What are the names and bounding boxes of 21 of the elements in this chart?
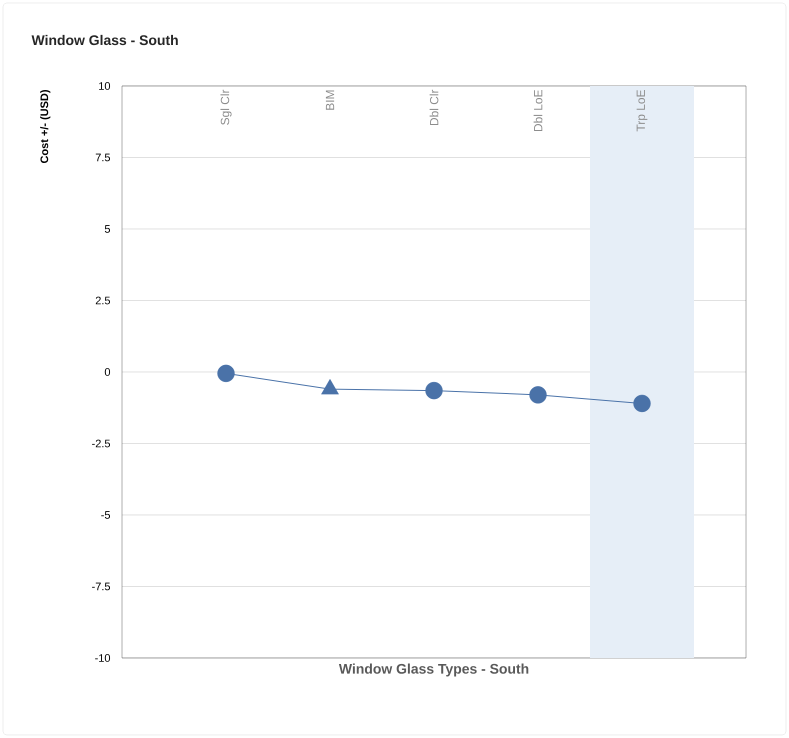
x-tick-label: BIM	[326, 90, 334, 110]
x-tick-label: Dbl Clr	[430, 90, 438, 126]
point	[529, 386, 547, 404]
x-tick-label: Sgl Clr	[220, 90, 232, 125]
y-tick-label: 2.5	[96, 296, 110, 304]
y-tick-label: -2.5	[92, 440, 110, 448]
y-tick-label: 0	[104, 368, 110, 376]
y-tick-label: 10	[99, 82, 110, 90]
y-tick-label: 7.5	[96, 154, 110, 162]
chart-title: Window Glass - South	[32, 34, 178, 46]
point	[633, 394, 651, 412]
y-axis-title: Cost +/- (USD)	[40, 90, 50, 164]
x-axis-title: Window Glass Types - South	[338, 664, 528, 677]
x-tick-label: Dbl LoE	[534, 90, 542, 132]
x-tick-label: Trp LoE	[636, 90, 648, 132]
y-tick-label: -10	[95, 654, 110, 662]
point	[217, 364, 235, 382]
y-tick-label: 5	[104, 225, 110, 233]
point	[425, 382, 443, 400]
y-tick-label: -7.5	[92, 582, 110, 590]
y-tick-label: -5	[101, 511, 110, 519]
